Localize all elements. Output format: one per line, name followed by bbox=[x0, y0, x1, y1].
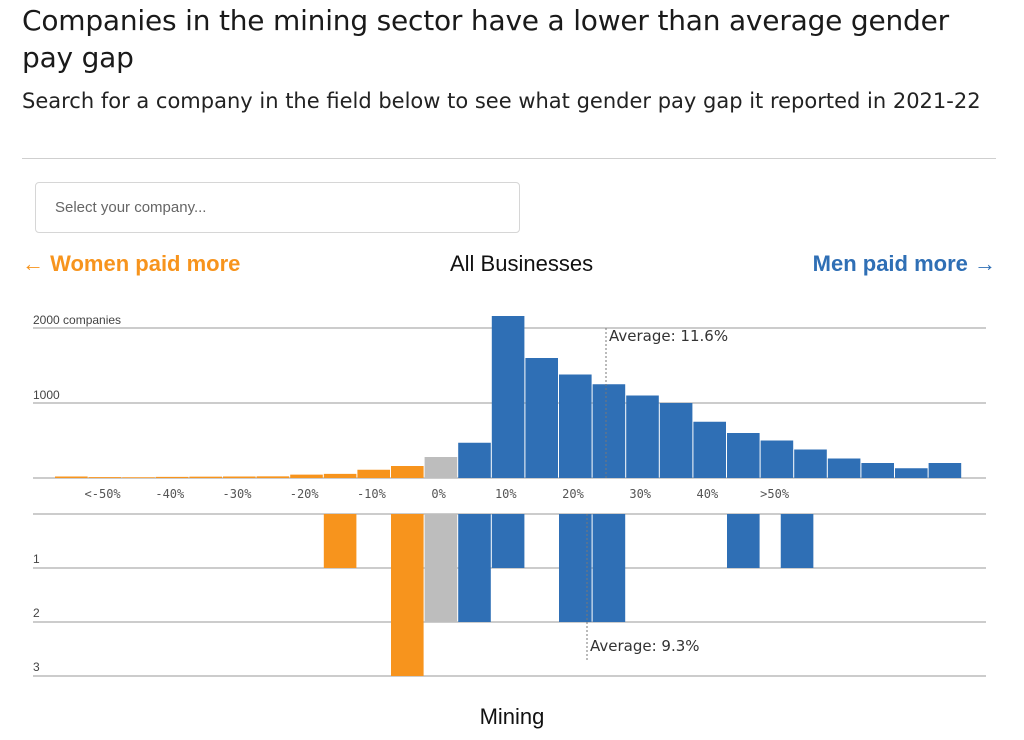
mining-bar bbox=[491, 514, 525, 568]
top-bar bbox=[525, 358, 558, 478]
men-paid-more-label: Men paid more → bbox=[812, 251, 996, 276]
top-bar bbox=[424, 457, 458, 478]
header-divider bbox=[22, 158, 996, 159]
top-bar bbox=[323, 473, 357, 478]
top-bar bbox=[727, 433, 760, 478]
top-average-label: Average: 11.6% bbox=[609, 327, 728, 345]
mining-bar bbox=[458, 514, 491, 622]
bottom-ytick-label: 1 bbox=[33, 552, 40, 566]
top-bar bbox=[256, 476, 290, 478]
women-paid-more-label: ← Women paid more bbox=[22, 251, 241, 276]
company-search-input[interactable] bbox=[35, 182, 520, 233]
bottom-average-label: Average: 9.3% bbox=[590, 637, 700, 655]
top-bar bbox=[693, 421, 726, 478]
page-title: Companies in the mining sector have a lo… bbox=[22, 4, 949, 74]
x-tick-label: -30% bbox=[223, 487, 253, 501]
x-tick-label: -20% bbox=[290, 487, 320, 501]
mining-bar bbox=[323, 514, 357, 568]
top-bar bbox=[391, 466, 424, 478]
bottom-ytick-label: 3 bbox=[33, 660, 40, 674]
x-tick-label: 20% bbox=[562, 487, 584, 501]
top-bar bbox=[659, 403, 693, 478]
mining-bar bbox=[727, 514, 760, 568]
top-bar bbox=[592, 384, 626, 478]
x-tick-label: 0% bbox=[431, 487, 446, 501]
all-businesses-label: All Businesses bbox=[450, 251, 594, 276]
x-tick-label: 30% bbox=[629, 487, 651, 501]
top-bar bbox=[223, 476, 256, 478]
top-bar bbox=[155, 476, 189, 478]
top-bar bbox=[928, 463, 962, 478]
top-bar bbox=[290, 474, 323, 478]
top-bar bbox=[895, 468, 928, 478]
x-tick-label: >50% bbox=[760, 487, 790, 501]
x-tick-label: 10% bbox=[495, 487, 517, 501]
mining-bar bbox=[424, 514, 458, 622]
top-bar bbox=[357, 469, 390, 478]
x-tick-label: <-50% bbox=[85, 487, 122, 501]
top-bar bbox=[861, 463, 894, 478]
pay-gap-histogram: 1000 2000 companies <-50% -40% -30% -20% -10% 0… bbox=[33, 313, 986, 677]
mining-bar bbox=[592, 514, 626, 622]
mining-bar bbox=[780, 514, 814, 568]
x-tick-label: 40% bbox=[697, 487, 719, 501]
top-bar bbox=[122, 477, 155, 478]
x-tick-label: -40% bbox=[155, 487, 185, 501]
top-bar bbox=[559, 374, 592, 478]
top-bar bbox=[794, 449, 827, 478]
top-bar bbox=[491, 316, 525, 478]
top-bar bbox=[760, 440, 794, 478]
top-ytick-label: 2000 companies bbox=[33, 313, 121, 327]
top-bar bbox=[827, 458, 861, 478]
top-bar bbox=[55, 476, 88, 478]
top-bar bbox=[626, 395, 659, 478]
top-bar bbox=[458, 442, 491, 478]
mining-bar bbox=[391, 514, 424, 676]
page-subtitle: Search for a company in the field below … bbox=[22, 89, 981, 113]
mining-label: Mining bbox=[479, 704, 545, 729]
x-tick-label: -10% bbox=[357, 487, 387, 501]
top-bar bbox=[88, 477, 122, 478]
mining-bar bbox=[559, 514, 592, 622]
bottom-ytick-label: 2 bbox=[33, 606, 40, 620]
top-bar bbox=[189, 476, 222, 478]
top-ytick-label: 1000 bbox=[33, 388, 60, 402]
